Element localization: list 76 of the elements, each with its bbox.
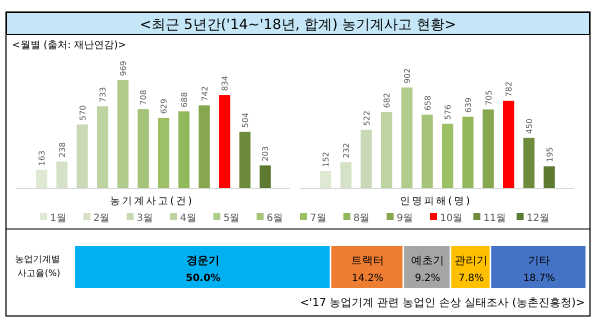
data-label: 522 <box>362 110 372 126</box>
legend-label: 1월 <box>50 213 66 224</box>
bar <box>260 165 271 188</box>
data-label: 504 <box>240 112 250 128</box>
data-label: 18.7% <box>523 273 555 284</box>
data-label: 658 <box>423 95 432 111</box>
data-label: 232 <box>342 142 351 158</box>
bar <box>97 106 108 188</box>
y-axis-title: 농업기계별 사고율(%) <box>15 255 63 279</box>
legend-label: 2월 <box>93 213 110 224</box>
data-label: 682 <box>382 92 392 108</box>
text: <월별 (출처: 재난연감)> <box>12 40 126 51</box>
bar <box>219 95 230 188</box>
bar <box>523 138 535 188</box>
bar <box>503 100 514 188</box>
bar <box>401 87 413 188</box>
bar <box>482 109 494 188</box>
data-label: 969 <box>118 60 128 76</box>
bar <box>158 118 170 188</box>
x-tick-label: 농기계사고(건) <box>110 196 194 207</box>
bar <box>178 111 190 188</box>
x-tick-label: 인명피해(명) <box>400 196 472 207</box>
legend-label: 8월 <box>353 213 370 224</box>
bar <box>36 170 48 188</box>
bar <box>360 130 372 188</box>
data-label: 450 <box>524 118 534 134</box>
text: <'17 농업기계 관련 농업인 손상 실태조사 (농촌진흥청)> <box>300 296 585 309</box>
legend-label: 5월 <box>223 213 240 224</box>
bar <box>462 116 474 188</box>
data-label: 163 <box>38 150 47 166</box>
bar <box>117 80 129 188</box>
legend-label: 11월 <box>483 213 506 224</box>
data-label: 688 <box>180 92 189 108</box>
data-label: 7.8% <box>458 273 484 284</box>
bar <box>56 161 68 188</box>
legend-label: 12월 <box>526 213 550 224</box>
legend-label: 6월 <box>266 213 284 224</box>
data-label: 203 <box>261 146 270 162</box>
data-label: 576 <box>444 104 453 120</box>
data-label: 195 <box>545 146 554 162</box>
data-label: 733 <box>98 87 108 102</box>
series-label: 예초기 <box>411 254 444 267</box>
bar <box>239 132 251 188</box>
data-label: 834 <box>220 76 230 92</box>
bar <box>422 114 433 188</box>
bar <box>381 112 392 188</box>
legend-label: 10월 <box>440 213 463 224</box>
data-label: 14.2% <box>352 273 384 284</box>
bar <box>76 124 88 188</box>
data-label: 902 <box>402 68 412 84</box>
bar <box>544 166 555 188</box>
bar <box>320 171 332 188</box>
data-label: 708 <box>139 90 148 106</box>
bar <box>198 105 210 188</box>
data-label: 570 <box>78 105 88 120</box>
series-label: 관리기 <box>454 254 488 267</box>
legend-label: 7월 <box>310 213 326 224</box>
data-label: 9.2% <box>414 273 440 284</box>
data-label: 238 <box>58 142 67 158</box>
legend-label: 9월 <box>396 213 414 224</box>
data-label: 705 <box>484 90 494 106</box>
series-label: 기타 <box>528 254 550 267</box>
legend-label: 4월 <box>180 213 196 224</box>
data-label: 50.0% <box>186 273 220 284</box>
data-label: 152 <box>322 152 331 168</box>
bar <box>442 124 454 188</box>
legend-label: 3월 <box>136 213 154 224</box>
data-label: 629 <box>160 98 169 114</box>
data-label: 782 <box>504 82 514 97</box>
data-label: 639 <box>464 98 473 113</box>
bar <box>340 162 352 188</box>
series-label: 트랙터 <box>351 254 384 267</box>
data-label: 742 <box>200 86 210 102</box>
series-label: 경운기 <box>186 254 220 267</box>
bar <box>138 109 149 188</box>
chart-title: <최근 5년간('14~'18년, 합계) 농기계사고 현황> <box>140 17 456 33</box>
